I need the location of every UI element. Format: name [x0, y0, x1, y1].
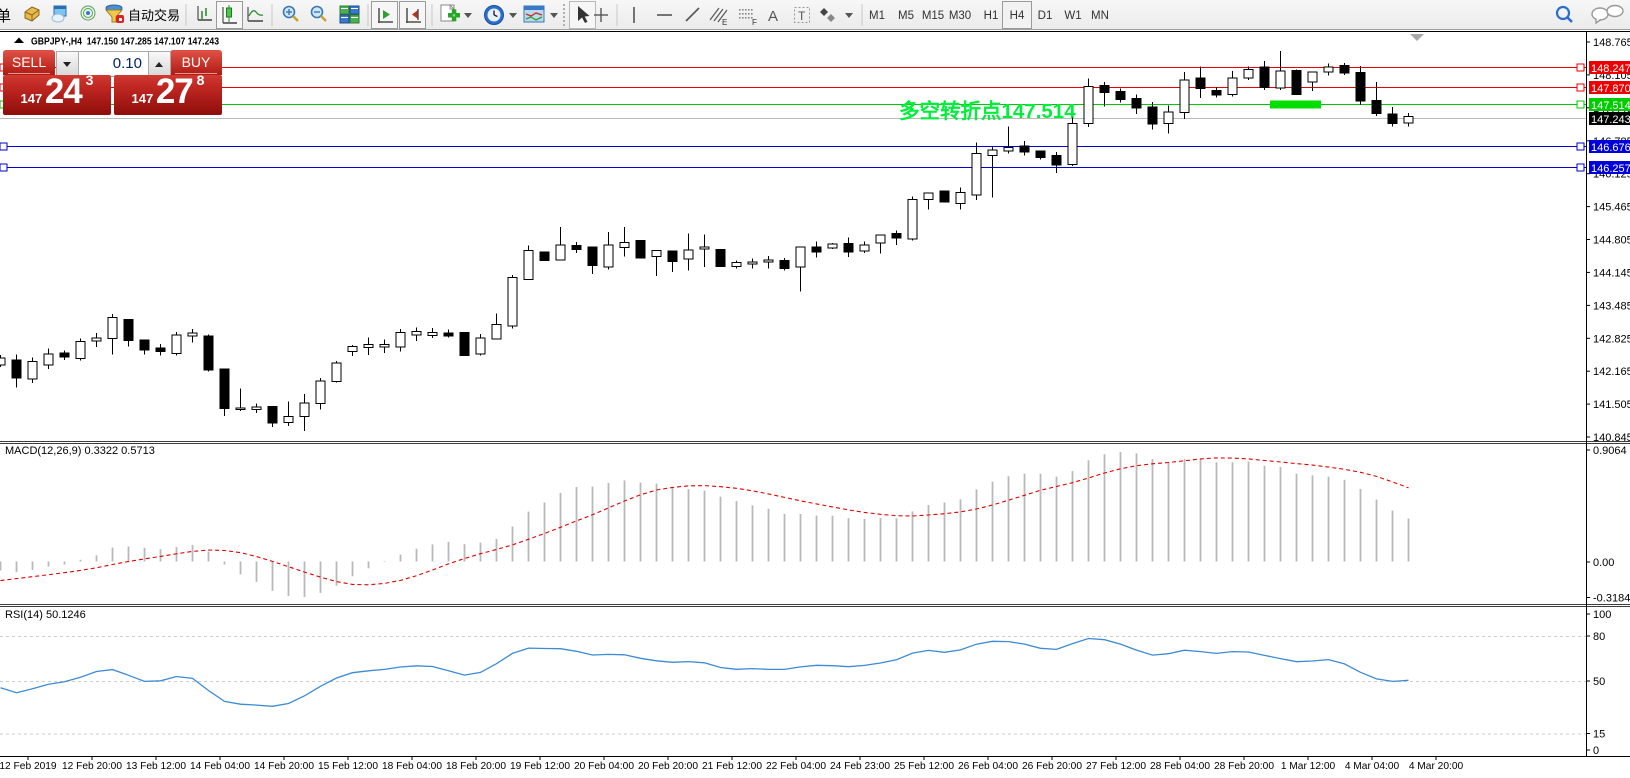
svg-text:F: F [752, 18, 757, 27]
svg-text:0.00: 0.00 [1593, 557, 1614, 569]
svg-text:15: 15 [1593, 729, 1605, 741]
svg-text:25 Feb 12:00: 25 Feb 12:00 [894, 761, 954, 772]
svg-text:148.765: 148.765 [1593, 37, 1630, 49]
svg-text:M15: M15 [922, 10, 944, 22]
svg-text:自动交易: 自动交易 [128, 8, 180, 23]
svg-text:12 Feb 2019: 12 Feb 2019 [0, 761, 57, 772]
svg-text:T: T [798, 9, 806, 23]
svg-text:18 Feb 04:00: 18 Feb 04:00 [382, 761, 442, 772]
svg-text:21 Feb 12:00: 21 Feb 12:00 [702, 761, 762, 772]
svg-text:单: 单 [0, 8, 11, 25]
svg-text:0.9064: 0.9064 [1593, 445, 1627, 457]
svg-text:13 Feb 12:00: 13 Feb 12:00 [126, 761, 186, 772]
svg-text:144.805: 144.805 [1593, 235, 1630, 247]
svg-text:14 Feb 20:00: 14 Feb 20:00 [254, 761, 314, 772]
svg-text:D1: D1 [1038, 10, 1053, 22]
svg-text:148.247: 148.247 [1591, 63, 1630, 75]
svg-text:145.465: 145.465 [1593, 202, 1630, 214]
svg-text:147.870: 147.870 [1591, 83, 1630, 95]
svg-text:M1: M1 [869, 10, 885, 22]
svg-text:H1: H1 [984, 10, 999, 22]
svg-text:M5: M5 [898, 10, 914, 22]
svg-text:141.505: 141.505 [1593, 399, 1630, 411]
svg-text:M30: M30 [949, 10, 971, 22]
svg-text:28 Feb 20:00: 28 Feb 20:00 [1214, 761, 1274, 772]
svg-text:4 Mar 20:00: 4 Mar 20:00 [1409, 761, 1464, 772]
svg-text:26 Feb 04:00: 26 Feb 04:00 [958, 761, 1018, 772]
svg-text:14 Feb 04:00: 14 Feb 04:00 [190, 761, 250, 772]
svg-text:24 Feb 23:00: 24 Feb 23:00 [830, 761, 890, 772]
svg-text:140.845: 140.845 [1593, 432, 1630, 444]
svg-text:W1: W1 [1064, 10, 1081, 22]
svg-text:MACD(12,26,9) 0.3322 0.5713: MACD(12,26,9) 0.3322 0.5713 [5, 445, 155, 457]
svg-text:19 Feb 12:00: 19 Feb 12:00 [510, 761, 570, 772]
svg-text:E: E [722, 18, 727, 27]
svg-text:RSI(14) 50.1246: RSI(14) 50.1246 [5, 609, 86, 621]
svg-text:4 Mar 04:00: 4 Mar 04:00 [1345, 761, 1400, 772]
svg-text:50: 50 [1593, 676, 1605, 688]
svg-text:143.485: 143.485 [1593, 300, 1630, 312]
svg-text:146.676: 146.676 [1591, 142, 1630, 154]
svg-text:12 Feb 20:00: 12 Feb 20:00 [62, 761, 122, 772]
svg-text:0: 0 [1593, 745, 1599, 757]
svg-text:144.145: 144.145 [1593, 267, 1630, 279]
svg-text:20 Feb 04:00: 20 Feb 04:00 [574, 761, 634, 772]
svg-text:A: A [768, 8, 778, 25]
svg-text:28 Feb 04:00: 28 Feb 04:00 [1150, 761, 1210, 772]
svg-text:18 Feb 20:00: 18 Feb 20:00 [446, 761, 506, 772]
svg-text:142.825: 142.825 [1593, 333, 1630, 345]
svg-text:15 Feb 12:00: 15 Feb 12:00 [318, 761, 378, 772]
svg-text:27 Feb 12:00: 27 Feb 12:00 [1086, 761, 1146, 772]
svg-text:20 Feb 20:00: 20 Feb 20:00 [638, 761, 698, 772]
svg-text:80: 80 [1593, 631, 1605, 643]
svg-text:147.243: 147.243 [1591, 114, 1630, 126]
svg-text:GBPJPY-,H4 147.150 147.285 14: GBPJPY-,H4 147.150 147.285 147.107 147.2… [31, 36, 219, 48]
svg-text:H4: H4 [1010, 10, 1025, 22]
svg-text:-0.3184: -0.3184 [1593, 593, 1630, 605]
svg-text:22 Feb 04:00: 22 Feb 04:00 [766, 761, 826, 772]
svg-text:多空转折点147.514: 多空转折点147.514 [899, 99, 1076, 123]
svg-text:147.514: 147.514 [1591, 100, 1630, 112]
svg-text:MN: MN [1091, 10, 1109, 22]
svg-text:142.165: 142.165 [1593, 366, 1630, 378]
svg-text:146.257: 146.257 [1591, 163, 1630, 175]
svg-text:1 Mar 12:00: 1 Mar 12:00 [1281, 761, 1336, 772]
svg-text:26 Feb 20:00: 26 Feb 20:00 [1022, 761, 1082, 772]
svg-text:100: 100 [1593, 609, 1611, 621]
